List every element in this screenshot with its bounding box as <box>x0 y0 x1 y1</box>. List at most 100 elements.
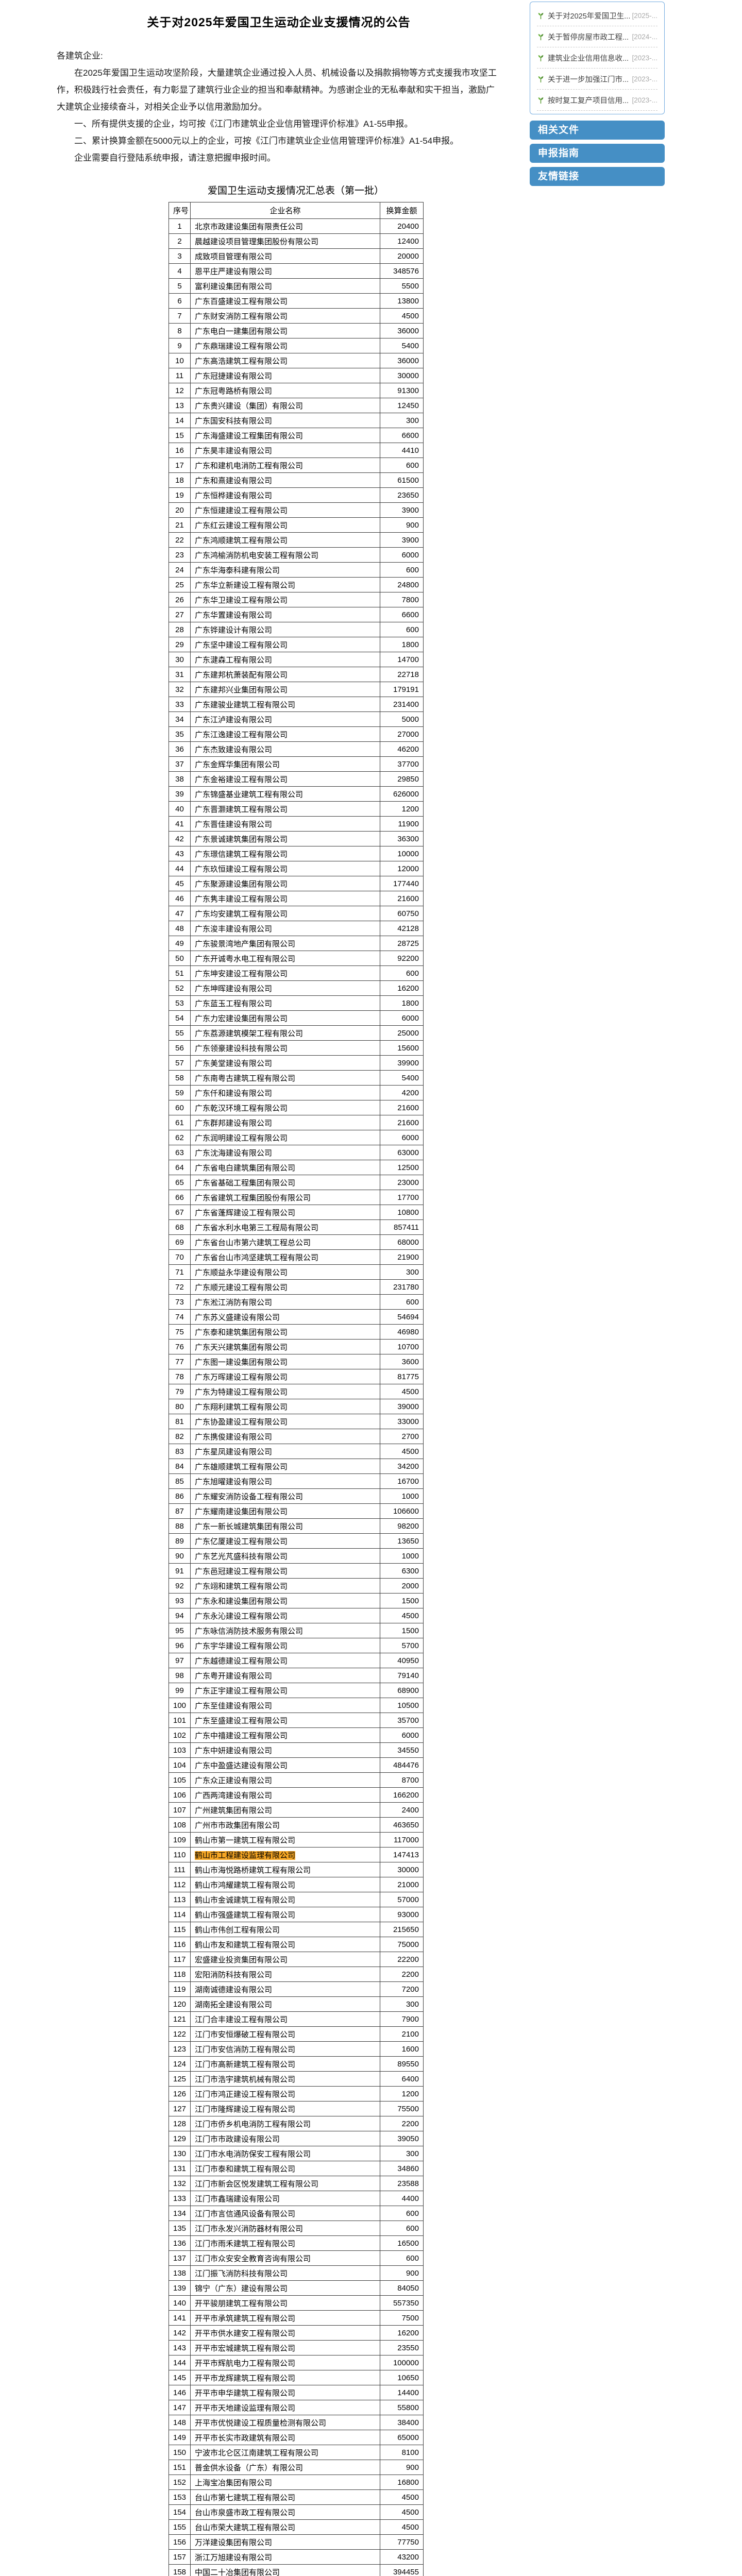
row-number: 75 <box>168 1324 191 1340</box>
table-row: 83 广东星凤建设有限公司 4500 <box>168 1444 424 1459</box>
row-number: 64 <box>168 1160 191 1175</box>
company-name: 广东省水利水电第三工程局有限公司 <box>190 1219 380 1235</box>
row-number: 86 <box>168 1488 191 1504</box>
converted-amount: 89550 <box>380 2056 424 2072</box>
company-name: 广东宇华建设工程有限公司 <box>190 1638 380 1653</box>
table-row: 152 上海宝冶集团有限公司 16800 <box>168 2475 424 2490</box>
sidebar-button-related-files[interactable]: 相关文件 <box>530 121 665 140</box>
table-row: 136 江门市雨禾建筑工程有限公司 16500 <box>168 2235 424 2251</box>
company-name: 广东南粤古建筑工程有限公司 <box>190 1070 380 1086</box>
converted-amount: 36000 <box>380 353 424 368</box>
converted-amount: 68900 <box>380 1683 424 1698</box>
table-row: 29 广东坚中建设工程有限公司 1800 <box>168 637 424 652</box>
converted-amount: 600 <box>380 1294 424 1310</box>
company-name: 宁波市北仑区江南建筑工程有限公司 <box>190 2445 380 2460</box>
converted-amount: 600 <box>380 622 424 637</box>
company-name: 广东顺元建设工程有限公司 <box>190 1279 380 1295</box>
company-name: 广东湕森工程有限公司 <box>190 652 380 667</box>
table-row: 60 广东乾汉环境工程有限公司 21600 <box>168 1100 424 1115</box>
table-row: 53 广东蓝玉工程有限公司 1800 <box>168 995 424 1011</box>
company-name: 广州市市政集团有限公司 <box>190 1817 380 1833</box>
row-number: 7 <box>168 308 191 324</box>
company-name: 湖南拓全建设有限公司 <box>190 1996 380 2012</box>
row-number: 134 <box>168 2206 191 2221</box>
company-name: 开平市承筑建筑工程有限公司 <box>190 2310 380 2326</box>
company-name: 广东国安科技有限公司 <box>190 413 380 428</box>
row-number: 127 <box>168 2101 191 2116</box>
post-title: 按时复工复产项目信用... <box>548 97 629 105</box>
row-number: 13 <box>168 398 191 413</box>
converted-amount: 100000 <box>380 2355 424 2370</box>
converted-amount: 179191 <box>380 682 424 697</box>
converted-amount: 17700 <box>380 1190 424 1205</box>
converted-amount: 2000 <box>380 1578 424 1594</box>
company-name: 广东中禧建设工程有限公司 <box>190 1727 380 1743</box>
row-number: 79 <box>168 1384 191 1399</box>
converted-amount: 4500 <box>380 2519 424 2535</box>
converted-amount: 2700 <box>380 1429 424 1444</box>
table-row: 16 广东昊丰建设有限公司 4410 <box>168 443 424 458</box>
sidebar-button-friendly-links[interactable]: 友情链接 <box>530 167 665 186</box>
table-row: 20 广东恒建建设工程有限公司 3900 <box>168 502 424 518</box>
company-name: 江门市众安安全教育咨询有限公司 <box>190 2250 380 2266</box>
company-name: 江门市安恒爆破工程有限公司 <box>190 2026 380 2042</box>
table-row: 104 广东中盈盛达建设有限公司 484476 <box>168 1757 424 1773</box>
company-name: 鹤山市海悦路桥建筑工程有限公司 <box>190 1862 380 1877</box>
table-row: 17 广东和建机电消防工程有限公司 600 <box>168 457 424 473</box>
row-number: 33 <box>168 697 191 712</box>
row-number: 130 <box>168 2146 191 2161</box>
table-row: 82 广东携俊建设有限公司 2700 <box>168 1429 424 1444</box>
row-number: 128 <box>168 2116 191 2131</box>
company-name: 锦宁（广东）建设有限公司 <box>190 2280 380 2296</box>
row-number: 116 <box>168 1937 191 1952</box>
row-number: 144 <box>168 2355 191 2370</box>
row-number: 4 <box>168 263 191 279</box>
company-name: 鹤山市友和建筑工程有限公司 <box>190 1937 380 1952</box>
company-name: 广东中妍建设有限公司 <box>190 1742 380 1758</box>
company-name: 江门振飞消防科技有限公司 <box>190 2265 380 2281</box>
company-name: 广东邑冠建设工程有限公司 <box>190 1563 380 1579</box>
company-name: 广东永和建设集团有限公司 <box>190 1593 380 1608</box>
row-number: 57 <box>168 1055 191 1071</box>
row-number: 45 <box>168 876 191 891</box>
sidebar-post-link[interactable]: 按时复工复产项目信用... [2023-... <box>537 90 657 111</box>
table-row: 46 广东隽丰建设工程有限公司 21600 <box>168 891 424 906</box>
company-name: 江门市水电消防保安工程有限公司 <box>190 2146 380 2161</box>
row-number: 152 <box>168 2475 191 2490</box>
table-row: 45 广东聚源建设集团有限公司 177440 <box>168 876 424 891</box>
company-name: 广东贵兴建设（集团）有限公司 <box>190 398 380 413</box>
company-name: 晨越建设项目管理集团股份有限公司 <box>190 233 380 249</box>
sidebar-post-link[interactable]: 建筑业企业信用信息收... [2023-... <box>537 47 657 69</box>
table-row: 144 开平市辉航电力工程有限公司 100000 <box>168 2355 424 2370</box>
sidebar-post-link[interactable]: 关于进一步加强江门市... [2023-... <box>537 69 657 90</box>
company-name: 广东和建机电消防工程有限公司 <box>190 457 380 473</box>
table-row: 107 广州建筑集团有限公司 2400 <box>168 1802 424 1818</box>
company-name: 开平市优悦建设工程质量检测有限公司 <box>190 2415 380 2430</box>
converted-amount: 600 <box>380 2206 424 2221</box>
row-number: 82 <box>168 1429 191 1444</box>
company-name: 广东旭曜建设有限公司 <box>190 1473 380 1489</box>
row-number: 29 <box>168 637 191 652</box>
company-name: 广东华置建设有限公司 <box>190 607 380 622</box>
company-name: 开平市申华建筑工程有限公司 <box>190 2385 380 2400</box>
sprout-icon <box>537 12 545 20</box>
table-row: 76 广东天兴建筑集团有限公司 10700 <box>168 1339 424 1354</box>
converted-amount: 10000 <box>380 846 424 861</box>
company-name: 广东星凤建设有限公司 <box>190 1444 380 1459</box>
row-number: 43 <box>168 846 191 861</box>
row-number: 15 <box>168 428 191 443</box>
row-number: 101 <box>168 1713 191 1728</box>
sidebar-post-link[interactable]: 关于暂停房屋市政工程... [2024-... <box>537 26 657 47</box>
table-row: 145 开平市龙辉建筑工程有限公司 10650 <box>168 2370 424 2385</box>
company-name: 广东华海泰科建有限公司 <box>190 562 380 578</box>
sidebar-post-link[interactable]: 关于对2025年爱国卫生... [2025-... <box>537 5 657 26</box>
post-title: 关于进一步加强江门市... <box>548 76 629 84</box>
converted-amount: 98200 <box>380 1518 424 1534</box>
converted-amount: 4500 <box>380 1444 424 1459</box>
sidebar-button-declaration-guide[interactable]: 申报指南 <box>530 144 665 163</box>
converted-amount: 23550 <box>380 2340 424 2355</box>
table-row: 39 广东锦盛基业建筑工程有限公司 626000 <box>168 786 424 802</box>
table-row: 25 广东华立新建设工程有限公司 24800 <box>168 577 424 592</box>
row-number: 18 <box>168 472 191 488</box>
converted-amount: 77750 <box>380 2534 424 2550</box>
